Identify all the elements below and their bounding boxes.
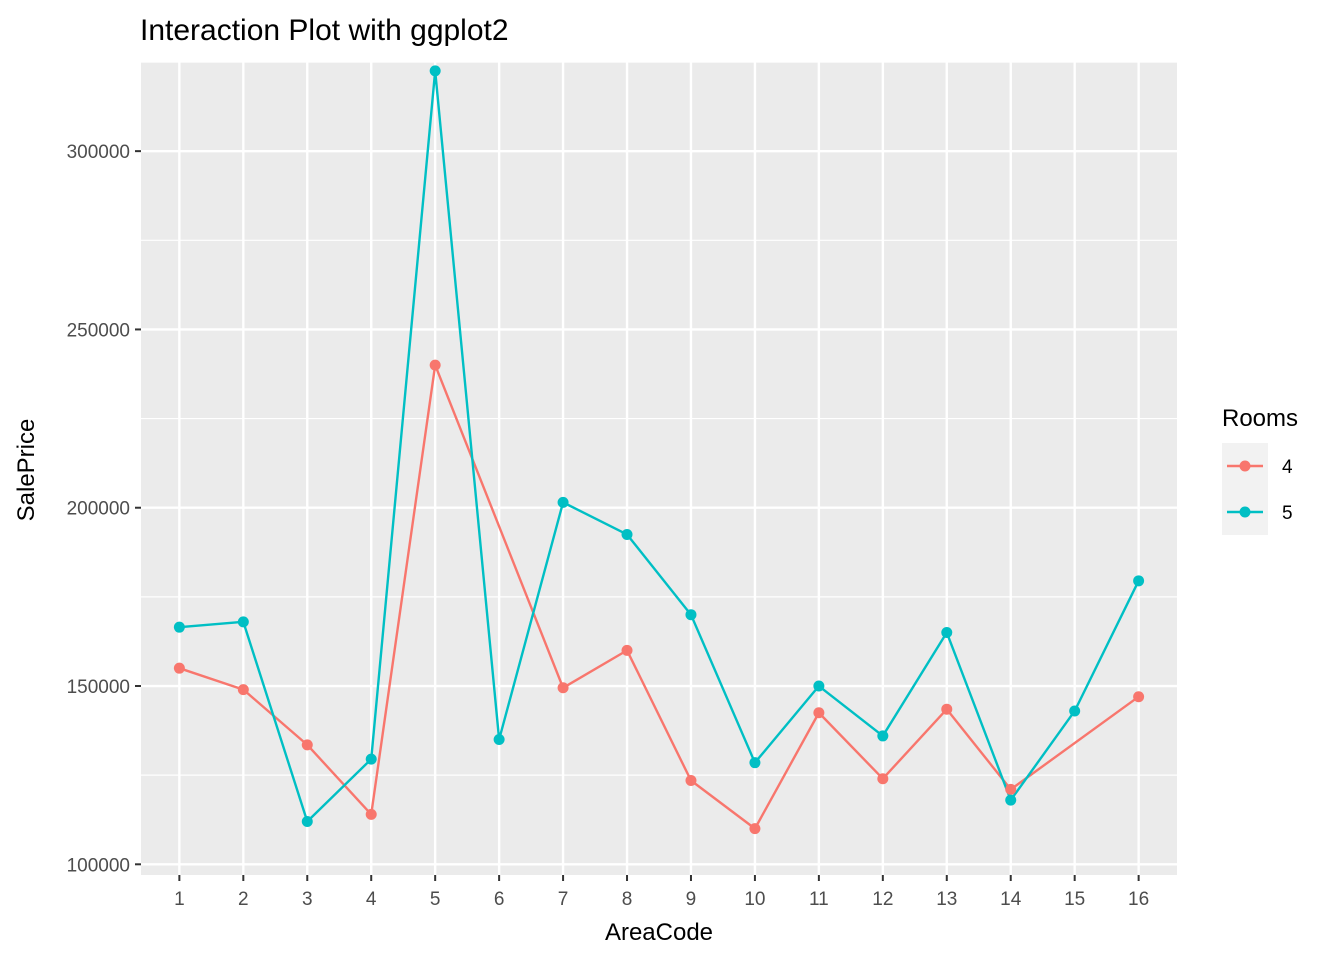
chart-title: Interaction Plot with ggplot2 — [140, 14, 509, 47]
data-point-5 — [1133, 575, 1145, 587]
x-axis: 1 2 3 4 5 6 7 8 9 10 11 12 13 14 15 16 — [174, 875, 1149, 910]
series-points — [173, 65, 1145, 835]
data-point-5 — [1005, 794, 1017, 806]
data-point-5 — [493, 734, 505, 745]
data-point-5 — [429, 65, 441, 77]
y-tick-label: 200000 — [67, 499, 130, 520]
data-point-5 — [237, 616, 249, 628]
series-line-5 — [179, 69, 1140, 823]
y-tick-label: 100000 — [67, 855, 130, 876]
legend-key-point — [1239, 460, 1251, 472]
x-tick-label: 2 — [238, 889, 249, 910]
data-point-5 — [749, 757, 761, 769]
series-line-4 — [178, 363, 1140, 830]
data-point-5 — [173, 621, 185, 633]
data-point-5 — [1069, 705, 1081, 717]
x-tick-label: 10 — [744, 889, 765, 910]
legend-label: 4 — [1282, 457, 1293, 478]
data-point-4 — [749, 823, 761, 835]
series-lines — [178, 69, 1140, 830]
x-tick-label: 9 — [686, 889, 697, 910]
x-tick-label: 8 — [622, 889, 633, 910]
legend-key-point — [1239, 506, 1251, 518]
legend-label: 5 — [1282, 503, 1293, 524]
x-tick-label: 16 — [1128, 889, 1149, 910]
data-point-4 — [429, 359, 441, 371]
x-tick-label: 14 — [1000, 889, 1022, 910]
data-point-4 — [941, 703, 953, 715]
legend: Rooms 4 5 — [1222, 405, 1298, 535]
data-point-4 — [1133, 691, 1145, 703]
y-axis: 100000 150000 200000 250000 300000 — [67, 142, 141, 876]
data-point-5 — [301, 816, 313, 828]
legend-key-background — [1222, 443, 1268, 535]
data-point-4 — [365, 808, 377, 820]
data-point-4 — [301, 739, 313, 751]
x-tick-label: 4 — [366, 889, 377, 910]
x-axis-title: AreaCode — [605, 919, 713, 946]
legend-title: Rooms — [1222, 405, 1298, 432]
data-point-5 — [877, 730, 889, 742]
data-point-4 — [621, 644, 633, 656]
data-point-4 — [173, 662, 185, 674]
data-point-4 — [237, 684, 249, 696]
y-axis-title: SalePrice — [13, 419, 40, 522]
data-point-5 — [685, 609, 697, 621]
data-point-5 — [557, 496, 569, 508]
y-tick-label: 250000 — [67, 320, 130, 341]
x-tick-label: 5 — [430, 889, 441, 910]
plot-panel — [141, 62, 1177, 875]
data-point-4 — [813, 707, 825, 719]
x-tick-label: 15 — [1064, 889, 1085, 910]
y-tick-label: 150000 — [67, 677, 130, 698]
data-point-5 — [813, 680, 825, 692]
x-tick-label: 6 — [494, 889, 505, 910]
x-tick-label: 12 — [872, 889, 893, 910]
x-tick-label: 1 — [174, 889, 185, 910]
x-tick-label: 13 — [936, 889, 957, 910]
data-point-4 — [877, 773, 889, 785]
data-point-4 — [1005, 783, 1017, 795]
data-point-5 — [365, 753, 377, 765]
minor-gridlines — [141, 61, 1177, 776]
x-tick-label: 3 — [302, 889, 313, 910]
y-tick-label: 300000 — [67, 142, 130, 163]
data-point-4 — [685, 775, 697, 787]
x-tick-label: 11 — [809, 889, 829, 910]
data-point-5 — [941, 627, 953, 639]
data-point-5 — [621, 528, 633, 540]
data-point-4 — [557, 682, 569, 694]
x-tick-label: 7 — [558, 889, 569, 910]
